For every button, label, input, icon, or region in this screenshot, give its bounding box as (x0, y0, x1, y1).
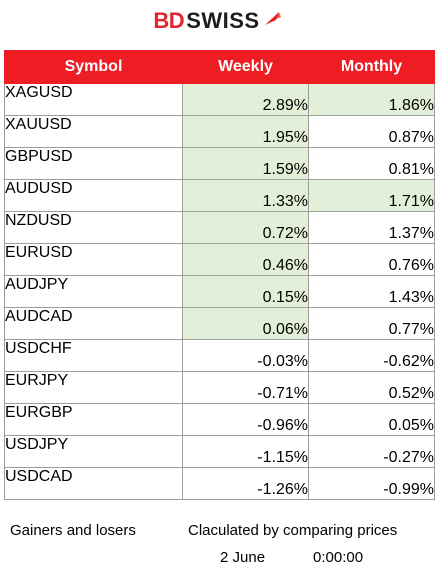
monthly-cell: 1.86% (308, 83, 435, 116)
weekly-cell: -1.26% (182, 467, 309, 500)
weekly-cell: 0.15% (182, 275, 309, 308)
table-row: USDCAD -1.26% -0.99% (4, 467, 435, 500)
symbol-cell: EURJPY (4, 371, 183, 404)
performance-table: Symbol Weekly Monthly XAGUSD 2.89% 1.86% XA… (4, 50, 435, 500)
monthly-cell: 0.05% (308, 403, 435, 436)
weekly-cell: 2.89% (182, 83, 309, 116)
logo-part-swiss: SWISS (186, 8, 260, 33)
monthly-cell: 0.76% (308, 243, 435, 276)
footer-caption: Gainers and losers (10, 522, 136, 539)
symbol-cell: AUDJPY (4, 275, 183, 308)
table-row: USDJPY -1.15% -0.27% (4, 435, 435, 468)
symbol-cell: XAUUSD (4, 115, 183, 148)
symbol-cell: GBPUSD (4, 147, 183, 180)
footer-time: 0:00:00 (313, 549, 364, 566)
symbol-cell: NZDUSD (4, 211, 183, 244)
weekly-cell: 1.33% (182, 179, 309, 212)
header-monthly: Monthly (308, 50, 435, 84)
table-row: EURJPY -0.71% 0.52% (4, 371, 435, 404)
monthly-cell: -0.99% (308, 467, 435, 500)
weekly-cell: -0.03% (182, 339, 309, 372)
weekly-cell: 0.72% (182, 211, 309, 244)
monthly-cell: 1.71% (308, 179, 435, 212)
footer-date: 2 June (220, 549, 266, 566)
table-row: GBPUSD 1.59% 0.81% (4, 147, 435, 180)
symbol-cell: EURUSD (4, 243, 183, 276)
monthly-cell: 1.37% (308, 211, 435, 244)
table-row: USDCHF -0.03% -0.62% (4, 339, 435, 372)
table-row: EURUSD 0.46% 0.76% (4, 243, 435, 276)
weekly-cell: -0.71% (182, 371, 309, 404)
weekly-cell: 0.06% (182, 307, 309, 340)
monthly-cell: -0.27% (308, 435, 435, 468)
table-header-row: Symbol Weekly Monthly (4, 50, 435, 84)
weekly-cell: 1.95% (182, 115, 309, 148)
symbol-cell: XAGUSD (4, 83, 183, 116)
weekly-cell: 1.59% (182, 147, 309, 180)
table-row: XAUUSD 1.95% 0.87% (4, 115, 435, 148)
symbol-cell: EURGBP (4, 403, 183, 436)
logo-wordmark: BD SWISS (153, 8, 282, 34)
logo-part-bd: BD (153, 8, 185, 33)
footer-note: Claculated by comparing prices (188, 522, 398, 539)
symbol-cell: USDCAD (4, 467, 183, 500)
monthly-cell: 0.81% (308, 147, 435, 180)
brand-arrow-icon (264, 12, 281, 25)
monthly-cell: 0.77% (308, 307, 435, 340)
weekly-cell: -1.15% (182, 435, 309, 468)
table-body: XAGUSD 2.89% 1.86% XAUUSD 1.95% 0.87% GBPUSD 1.… (4, 83, 435, 500)
header-weekly: Weekly (182, 50, 309, 84)
monthly-cell: -0.62% (308, 339, 435, 372)
monthly-cell: 0.52% (308, 371, 435, 404)
table-row: AUDJPY 0.15% 1.43% (4, 275, 435, 308)
weekly-cell: -0.96% (182, 403, 309, 436)
table-row: EURGBP -0.96% 0.05% (4, 403, 435, 436)
monthly-cell: 1.43% (308, 275, 435, 308)
monthly-cell: 0.87% (308, 115, 435, 148)
table-row: XAGUSD 2.89% 1.86% (4, 83, 435, 116)
weekly-cell: 0.46% (182, 243, 309, 276)
symbol-cell: AUDUSD (4, 179, 183, 212)
symbol-cell: USDJPY (4, 435, 183, 468)
header-symbol: Symbol (4, 50, 183, 84)
symbol-cell: AUDCAD (4, 307, 183, 340)
table-row: AUDUSD 1.33% 1.71% (4, 179, 435, 212)
table-row: AUDCAD 0.06% 0.77% (4, 307, 435, 340)
table-row: NZDUSD 0.72% 1.37% (4, 211, 435, 244)
symbol-cell: USDCHF (4, 339, 183, 372)
brand-logo: BD SWISS (0, 6, 436, 36)
